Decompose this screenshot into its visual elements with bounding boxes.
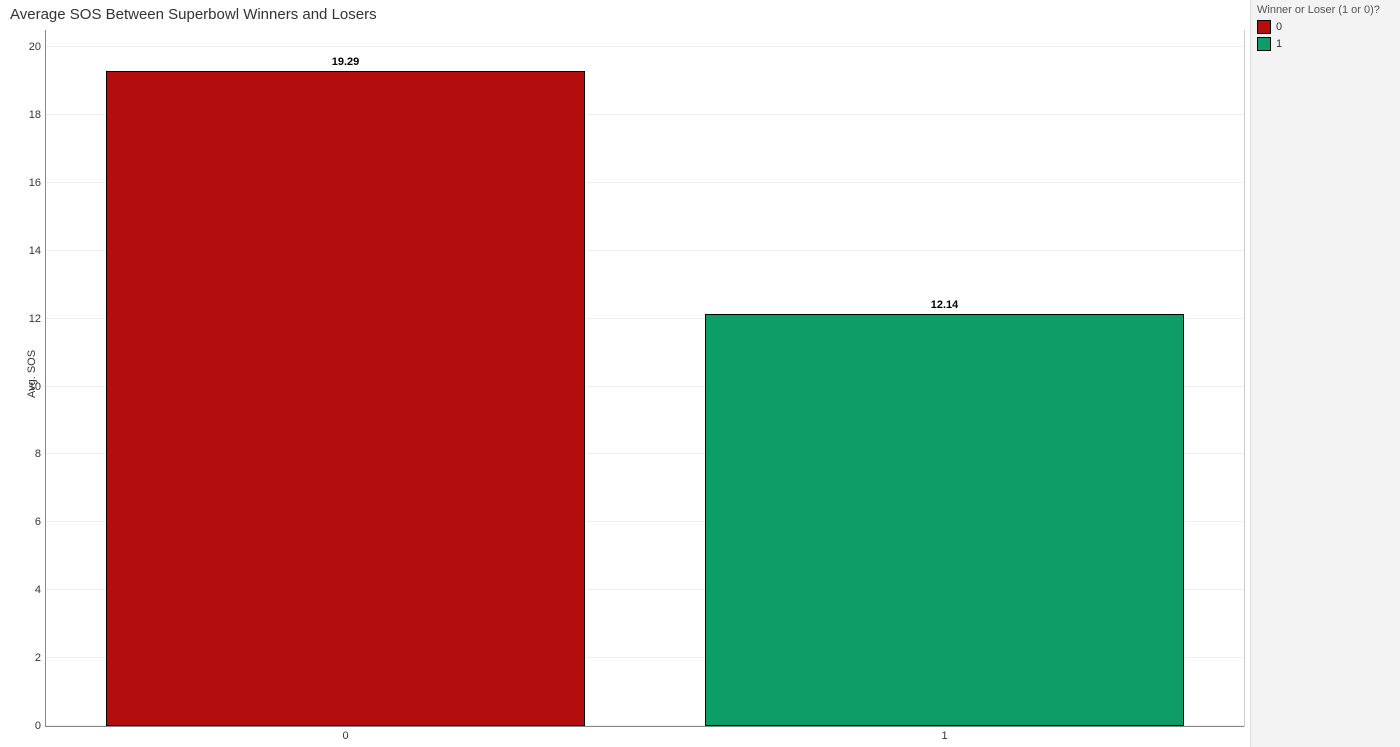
y-tick-label: 14 xyxy=(29,245,46,257)
legend-label: 0 xyxy=(1276,21,1282,33)
chart-area: Average SOS Between Superbowl Winners an… xyxy=(0,0,1250,747)
legend-swatch xyxy=(1257,37,1271,51)
y-tick-label: 6 xyxy=(35,516,46,528)
bar: 19.29 xyxy=(106,71,585,726)
y-tick-label: 10 xyxy=(29,381,46,393)
plot: 0246810121416182019.29012.141 xyxy=(45,30,1244,727)
bar-value-label: 12.14 xyxy=(931,299,959,315)
bar-value-label: 19.29 xyxy=(332,56,360,72)
legend-label: 1 xyxy=(1276,38,1282,50)
x-tick-label: 1 xyxy=(941,726,947,742)
chart-container: Average SOS Between Superbowl Winners an… xyxy=(0,0,1400,747)
legend-title: Winner or Loser (1 or 0)? xyxy=(1257,4,1394,16)
chart-title: Average SOS Between Superbowl Winners an… xyxy=(10,6,377,23)
bar: 12.14 xyxy=(705,314,1184,726)
y-tick-label: 4 xyxy=(35,584,46,596)
legend-item: 1 xyxy=(1257,37,1394,51)
y-tick-label: 2 xyxy=(35,652,46,664)
y-tick-label: 20 xyxy=(29,41,46,53)
y-tick-label: 0 xyxy=(35,720,46,732)
gridline xyxy=(46,46,1244,47)
legend: Winner or Loser (1 or 0)? 0 1 xyxy=(1250,0,1400,747)
y-tick-label: 16 xyxy=(29,177,46,189)
y-tick-label: 8 xyxy=(35,448,46,460)
y-tick-label: 18 xyxy=(29,109,46,121)
x-tick-label: 0 xyxy=(342,726,348,742)
legend-item: 0 xyxy=(1257,20,1394,34)
plot-wrap: 0246810121416182019.29012.141 xyxy=(45,30,1245,727)
y-tick-label: 12 xyxy=(29,313,46,325)
legend-swatch xyxy=(1257,20,1271,34)
